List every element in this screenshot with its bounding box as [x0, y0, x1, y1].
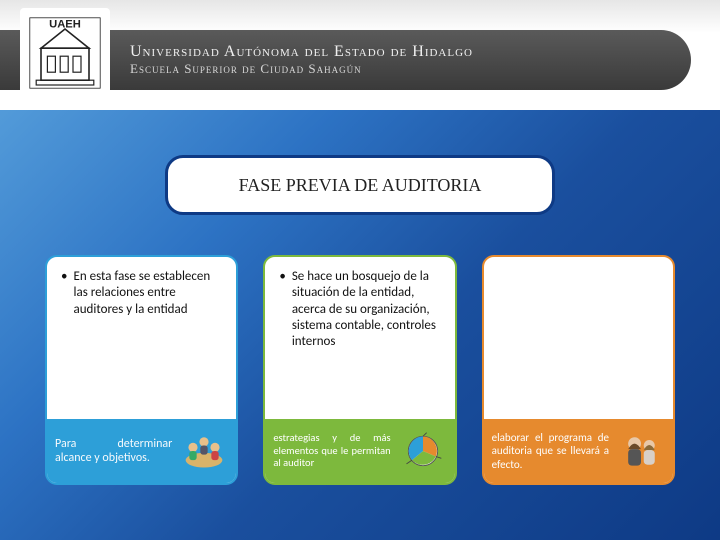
card-3-body	[484, 257, 673, 419]
card-2: Se hace un bosquejo de la situación de l…	[263, 255, 456, 485]
card-1-footer: Para determinar alcance y objetivos.	[47, 419, 236, 483]
card-2-footer-text: estrategias y de más elementos que le pe…	[273, 432, 390, 470]
card-1: En esta fase se establecen las relacione…	[45, 255, 238, 485]
card-2-body: Se hace un bosquejo de la situación de l…	[265, 257, 454, 419]
svg-text:UAEH: UAEH	[49, 18, 81, 30]
auditors-icon	[617, 427, 665, 475]
card-2-footer: estrategias y de más elementos que le pe…	[265, 419, 454, 483]
meeting-icon	[180, 427, 228, 475]
header: UAEH Universidad Autónoma del Estado de …	[0, 0, 720, 110]
card-1-text: En esta fase se establecen las relacione…	[73, 269, 222, 318]
card-1-footer-text: Para determinar alcance y objetivos.	[55, 437, 172, 466]
strategy-pie-icon	[399, 427, 447, 475]
card-1-body: En esta fase se establecen las relacione…	[47, 257, 236, 419]
cards-row: En esta fase se establecen las relacione…	[45, 255, 675, 485]
card-2-text: Se hace un bosquejo de la situación de l…	[292, 269, 441, 350]
school-name: Escuela Superior de Ciudad Sahagún	[130, 61, 691, 77]
university-name: Universidad Autónoma del Estado de Hidal…	[130, 43, 691, 61]
card-3-footer-text: elaborar el programa de auditoria que se…	[492, 431, 609, 471]
slide-title: FASE PREVIA DE AUDITORIA	[239, 175, 482, 196]
title-box: FASE PREVIA DE AUDITORIA	[165, 155, 555, 215]
university-logo: UAEH	[20, 8, 110, 98]
card-3: elaborar el programa de auditoria que se…	[482, 255, 675, 485]
card-3-footer: elaborar el programa de auditoria que se…	[484, 419, 673, 483]
